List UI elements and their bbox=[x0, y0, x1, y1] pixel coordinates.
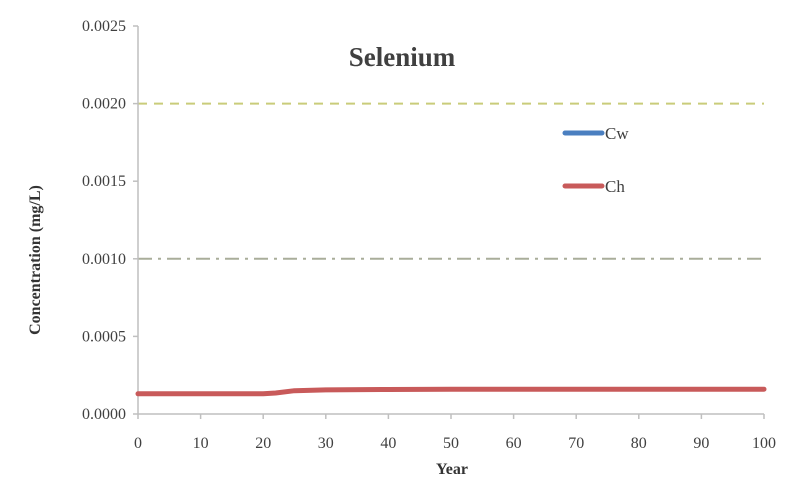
axes: 0.0000 0.0005 0.0010 0.0015 0.0020 0.0025 0 10 2… bbox=[82, 18, 776, 452]
x-tick-label: 60 bbox=[506, 435, 522, 452]
x-tick-label: 90 bbox=[693, 435, 709, 452]
reference-lines bbox=[138, 102, 764, 260]
legend-label-cw: Cw bbox=[605, 124, 629, 143]
y-tick-label: 0.0015 bbox=[82, 173, 126, 190]
legend-label-ch: Ch bbox=[605, 177, 625, 196]
x-tick-label: 30 bbox=[318, 435, 334, 452]
x-tick-label: 0 bbox=[134, 435, 142, 452]
x-tick-label: 10 bbox=[193, 435, 209, 452]
chart-title: Selenium bbox=[349, 42, 456, 72]
x-tick-label: 70 bbox=[568, 435, 584, 452]
y-tick-label: 0.0025 bbox=[82, 18, 126, 35]
x-tick-label: 80 bbox=[631, 435, 647, 452]
x-tick-label: 20 bbox=[255, 435, 271, 452]
y-axis-title: Concentration (mg/L) bbox=[27, 185, 44, 335]
y-tick-label: 0.0000 bbox=[82, 406, 126, 423]
x-tick-label: 100 bbox=[752, 435, 776, 452]
series-layer bbox=[135, 386, 767, 397]
x-axis-title: Year bbox=[436, 461, 468, 478]
x-tick-label: 50 bbox=[443, 435, 459, 452]
y-tick-label: 0.0005 bbox=[82, 328, 126, 345]
x-tick-label: 40 bbox=[380, 435, 396, 452]
y-tick-label: 0.0020 bbox=[82, 96, 126, 113]
series-line-ch bbox=[135, 386, 767, 397]
y-tick-label: 0.0010 bbox=[82, 251, 126, 268]
legend: Cw Ch bbox=[562, 124, 629, 196]
